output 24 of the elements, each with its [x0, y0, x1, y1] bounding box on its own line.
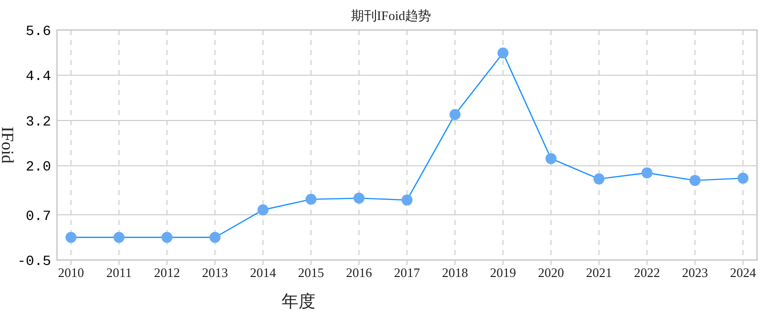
- x-tick-label: 2014: [250, 265, 276, 280]
- x-tick-label: 2013: [202, 265, 228, 280]
- y-tick-label: 0.7: [26, 208, 51, 225]
- x-axis-title: 年度: [282, 292, 316, 311]
- x-tick-label: 2020: [538, 265, 564, 280]
- x-tick-label: 2023: [682, 265, 708, 280]
- x-tick-label: 2021: [586, 265, 612, 280]
- y-tick-label: 5.6: [26, 24, 51, 40]
- x-tick-label: 2017: [394, 265, 420, 280]
- x-tick-label: 2019: [490, 265, 516, 280]
- y-tick-label: 4.4: [26, 69, 51, 86]
- x-tick-label: 2024: [730, 265, 756, 280]
- chart-title: 期刊IFoid趋势: [350, 8, 432, 23]
- y-tick-label: 3.2: [26, 114, 51, 130]
- x-tick-label: 2010: [58, 265, 84, 280]
- y-axis-title: IFoid: [0, 126, 17, 164]
- x-tick-label: 2016: [346, 265, 372, 280]
- x-tick-label: 2011: [106, 265, 132, 280]
- x-tick-label: 2015: [298, 265, 324, 280]
- y-tick-label: 2.0: [26, 160, 51, 176]
- x-tick-label: 2012: [154, 265, 180, 280]
- x-tick-label: 2022: [634, 265, 660, 280]
- y-tick-label: -0.5: [17, 254, 51, 270]
- x-tick-label: 2018: [442, 265, 468, 280]
